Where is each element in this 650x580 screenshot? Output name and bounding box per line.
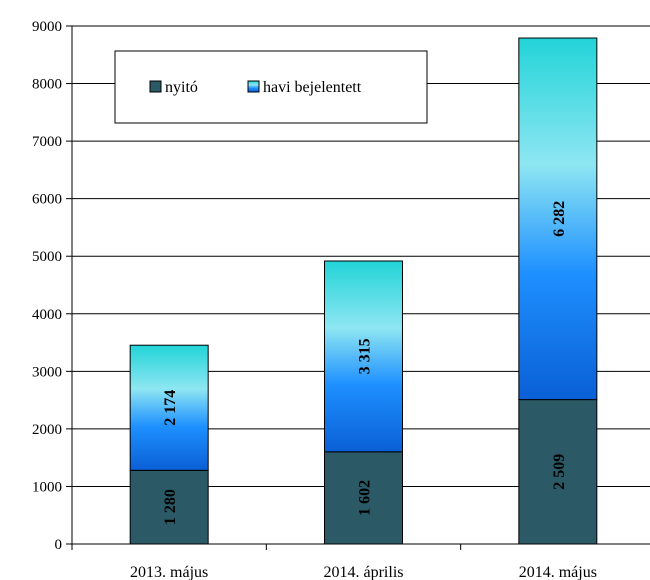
x-tick-label: 2014. május	[519, 564, 597, 580]
data-label: 2 174	[162, 390, 179, 426]
y-tick-label: 7000	[32, 134, 62, 150]
legend-label-nyito: nyitó	[165, 79, 198, 96]
legend: nyitó havi bejelentett	[114, 50, 428, 124]
y-tick-label: 5000	[32, 249, 62, 265]
axes: 0 1000 2000 3000 4000 5000 6000 7000 8000 9000 201…	[32, 19, 650, 580]
legend-box	[114, 50, 428, 124]
legend-swatch-nyito	[149, 80, 162, 93]
data-label: 2 509	[551, 454, 568, 490]
y-tick-label: 1000	[32, 479, 62, 495]
y-tick-label: 9000	[32, 19, 62, 35]
data-label: 1 602	[357, 480, 374, 516]
bar-nyito	[129, 469, 209, 545]
y-tick-label: 0	[55, 537, 63, 553]
data-label: 3 315	[357, 338, 374, 374]
data-label: 6 282	[551, 201, 568, 237]
data-label: 1 280	[162, 489, 179, 525]
bars	[129, 37, 598, 545]
y-tick-label: 8000	[32, 77, 62, 93]
data-labels: 1 280 2 174 1 602 3 315 2 509 6 282	[162, 201, 568, 525]
bar-havi-bejelentett	[518, 37, 598, 401]
y-tick-label: 2000	[32, 422, 62, 438]
bar-havi-bejelentett	[324, 260, 403, 453]
y-tick-label: 3000	[32, 364, 62, 380]
x-tick-label: 2013. május	[130, 564, 208, 580]
bar-nyito	[324, 451, 403, 545]
x-tick-label: 2014. április	[324, 564, 404, 580]
legend-swatch-havi-bejelentett	[247, 80, 260, 93]
bar-havi-bejelentett	[129, 344, 209, 471]
legend-label-havi-bejelentett: havi bejelentett	[263, 79, 362, 96]
y-tick-label: 4000	[32, 307, 62, 323]
bar-nyito	[518, 399, 598, 545]
y-tick-label: 6000	[32, 192, 62, 208]
